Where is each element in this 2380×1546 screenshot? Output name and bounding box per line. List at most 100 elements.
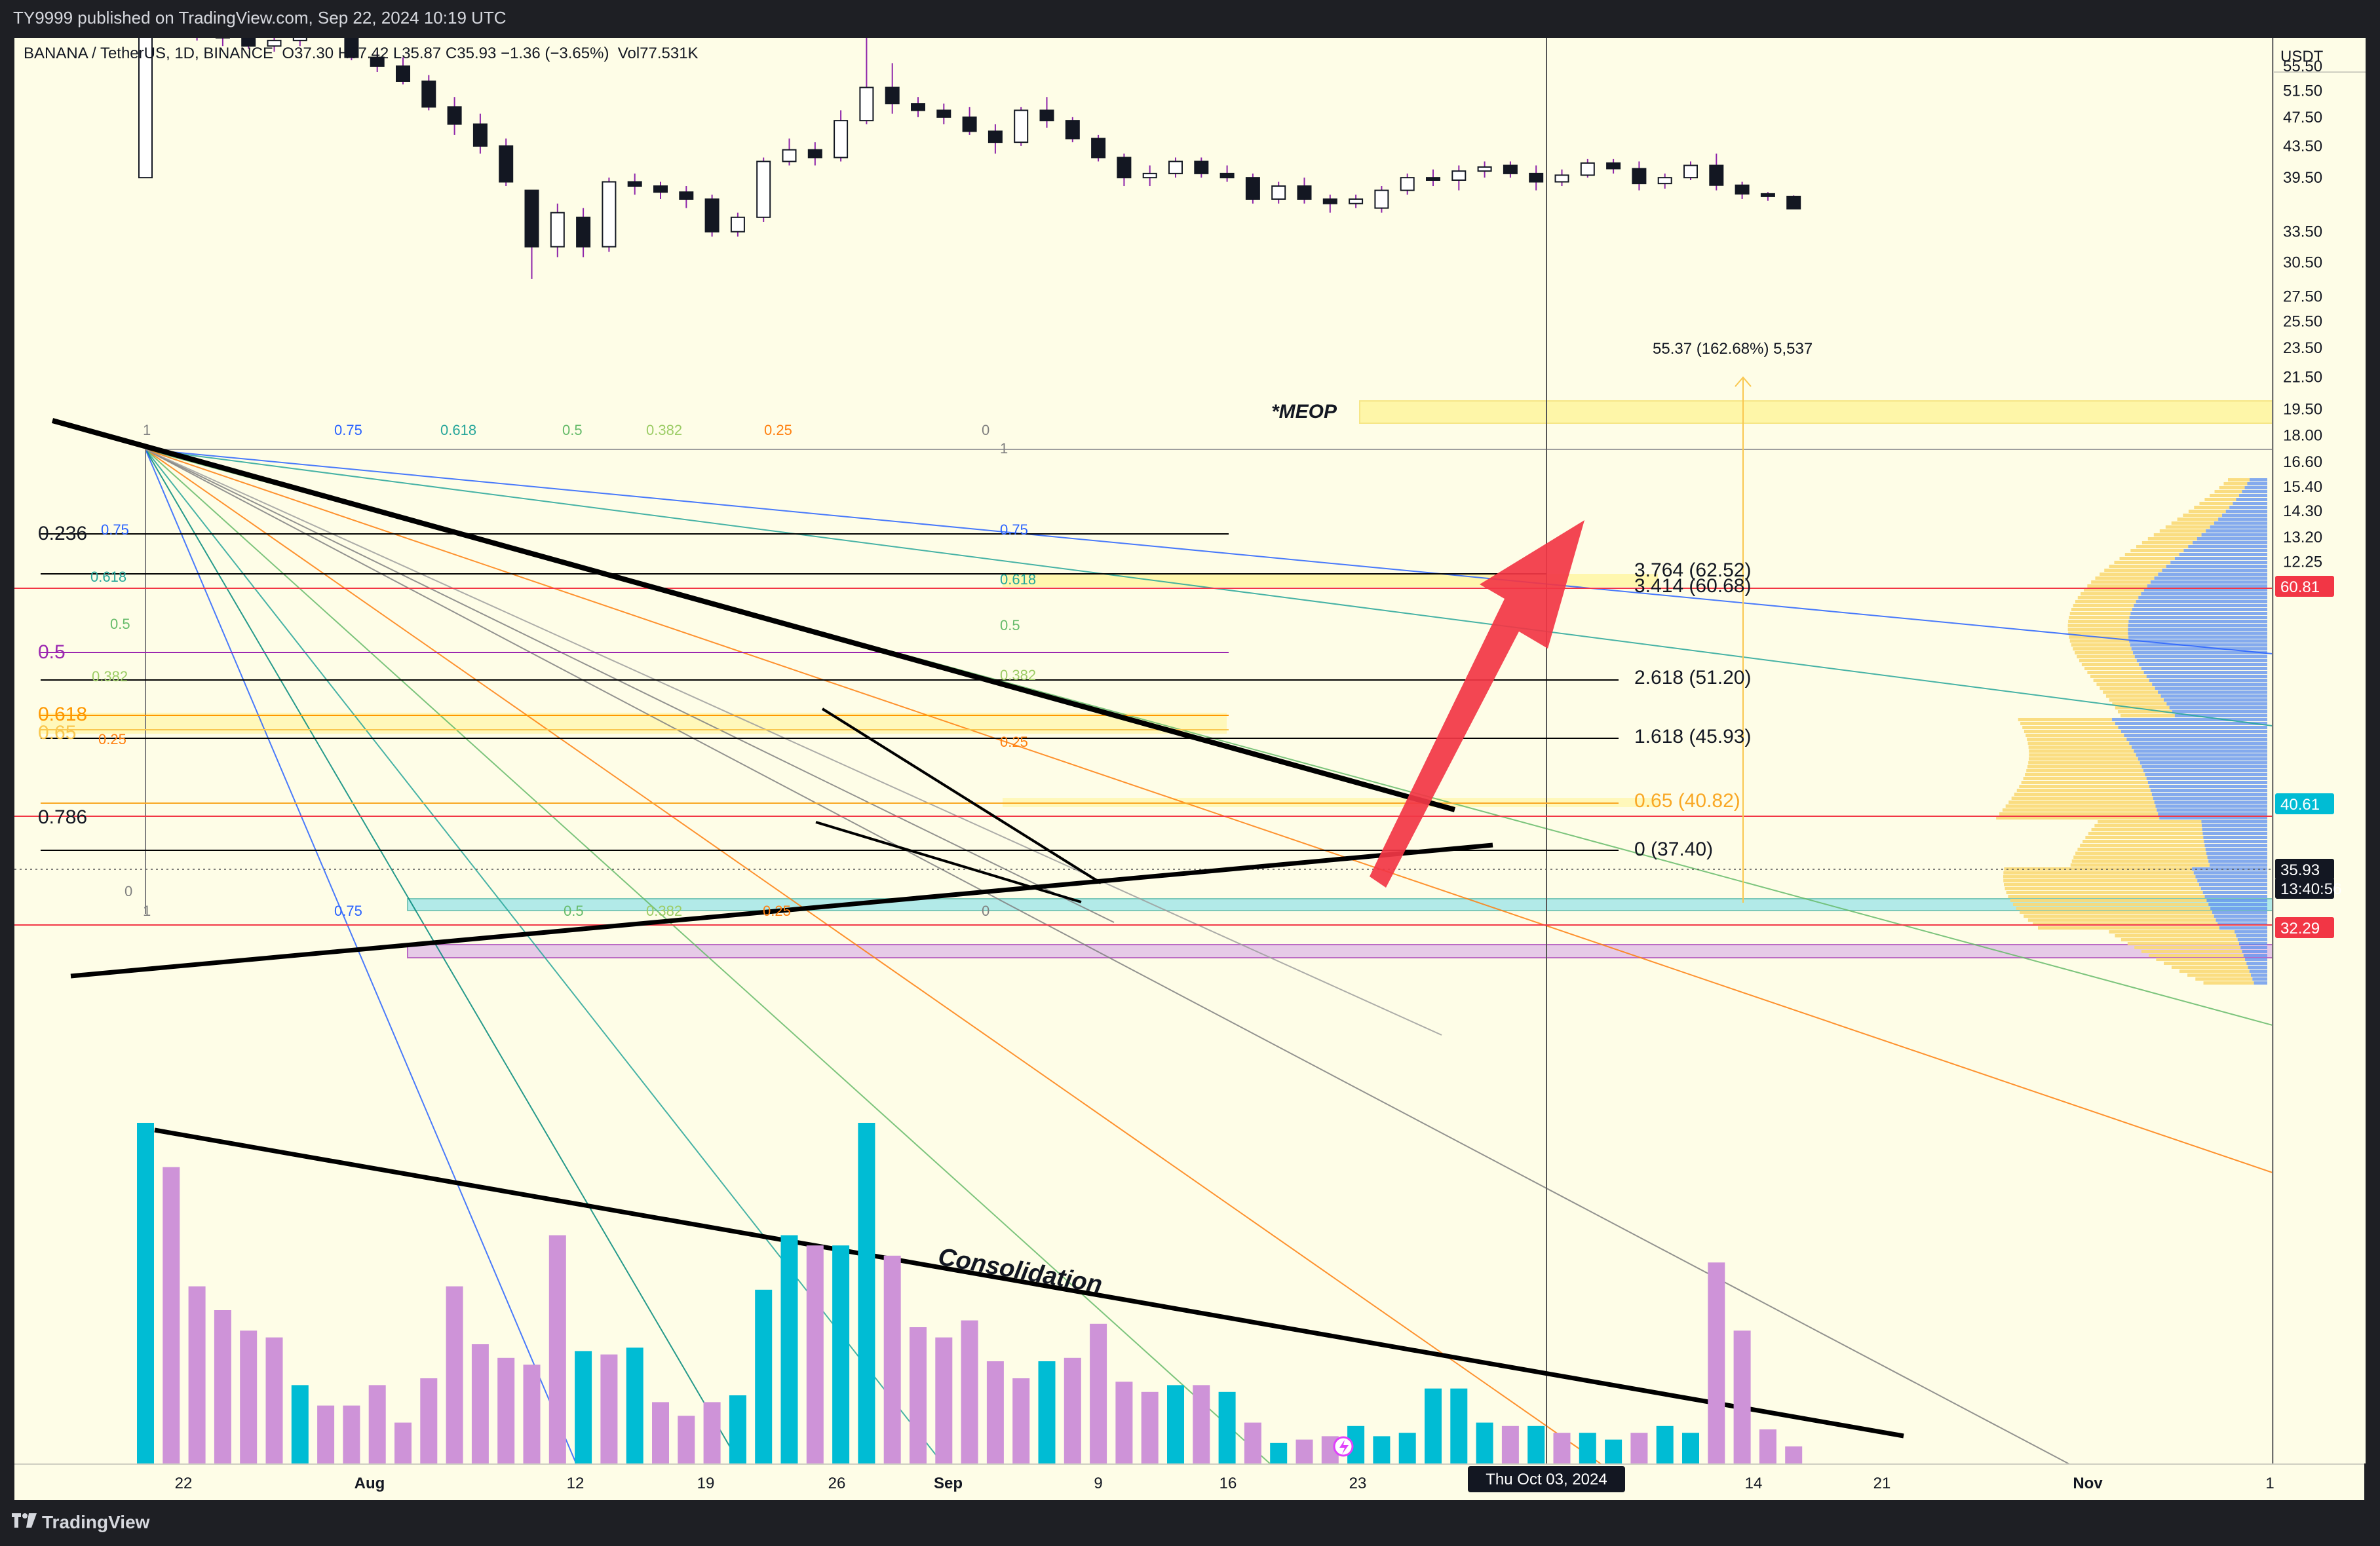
- fan-left-label: 0.25: [98, 731, 126, 747]
- profile-bar-sell: [2091, 580, 2151, 584]
- fan-bottom-label: 1: [143, 903, 151, 919]
- profile-bar-sell: [2003, 879, 2198, 882]
- fan-zero-label: 0: [125, 883, 132, 899]
- profile-bar-sell: [2120, 714, 2175, 717]
- profile-bar-sell: [2149, 954, 2244, 957]
- profile-bar-sell: [2199, 502, 2233, 505]
- time-axis[interactable]: 22 Aug 12 19 26 Sep 9 16 23 14 21 Nov 1 Thu Oct 03, 2…: [14, 1463, 2364, 1501]
- volume-bar: [626, 1348, 643, 1463]
- profile-bar-buy: [2249, 970, 2267, 973]
- fan-ray: [145, 449, 577, 1463]
- profile-bar-sell: [2016, 907, 2211, 910]
- candle-body: [447, 106, 462, 125]
- time-cursor-label: Thu Oct 03, 2024: [1486, 1471, 1607, 1488]
- profile-bar-sell: [2024, 730, 2122, 733]
- wedge-lower-line: [815, 821, 1082, 903]
- volume-bar: [1527, 1425, 1545, 1463]
- profile-bar-buy: [2166, 702, 2267, 706]
- volume-bar: [806, 1245, 824, 1463]
- price-axis[interactable]: USDT150.00138.00126.00114.00102.0094.508…: [2273, 38, 2366, 1463]
- candle-body: [1735, 184, 1750, 195]
- profile-bar-sell: [2028, 757, 2138, 761]
- profile-bar-buy: [2128, 624, 2267, 627]
- profile-bar-buy: [2128, 635, 2267, 639]
- fan-left-label: 0.382: [92, 668, 128, 685]
- profile-bar-buy: [2206, 529, 2267, 533]
- profile-bar-sell: [2105, 694, 2161, 698]
- price-tick: 23.50: [2283, 339, 2322, 357]
- profile-bar-sell: [2183, 514, 2223, 517]
- profile-bar-sell: [2027, 742, 2130, 745]
- fan-mid-label: 0.5: [1000, 617, 1020, 633]
- profile-bar-sell: [2153, 533, 2202, 537]
- profile-bar-sell: [2083, 588, 2144, 592]
- profile-bar-buy: [2214, 521, 2267, 525]
- fan-mid-label: 0.382: [1000, 667, 1036, 683]
- volume-bar: [703, 1402, 721, 1463]
- candle-body: [936, 109, 951, 118]
- profile-bar-sell: [2075, 852, 2207, 855]
- profile-bar-sell: [2114, 561, 2171, 564]
- profile-bar-sell: [2023, 777, 2147, 780]
- profile-bar-sell: [2124, 553, 2179, 556]
- profile-bar-sell: [2071, 643, 2130, 647]
- measure-label: 55.37 (162.68%) 5,537: [1653, 340, 1813, 358]
- candle-body: [1426, 177, 1440, 181]
- profile-bar-buy: [2126, 738, 2267, 741]
- profile-bar-buy: [2151, 580, 2267, 584]
- fan-bottom-label: 0.75: [334, 903, 362, 919]
- profile-bar-sell: [2228, 478, 2250, 481]
- high-value: H37.42: [337, 45, 389, 62]
- volume-bar: [1115, 1382, 1133, 1463]
- fan-ray: [145, 449, 1602, 1463]
- profile-bar-buy: [2169, 706, 2267, 709]
- price-tick: 21.50: [2283, 369, 2322, 387]
- profile-bar-buy: [2128, 632, 2267, 635]
- profile-bar-sell: [2112, 702, 2167, 706]
- price-tick: 16.60: [2283, 453, 2322, 471]
- profile-bar-buy: [2124, 734, 2267, 737]
- candle-body: [1014, 109, 1029, 143]
- profile-bar-buy: [2138, 757, 2267, 761]
- profile-bar-buy: [2143, 671, 2267, 674]
- candle-body: [499, 145, 514, 183]
- candles: [138, 38, 1801, 279]
- volume-bar: [1450, 1388, 1468, 1463]
- volume-bar: [1373, 1436, 1391, 1463]
- profile-bar-sell: [2004, 867, 2193, 871]
- fib-ext-label: 2.618 (51.20): [1634, 667, 1751, 688]
- profile-bar-buy: [2158, 690, 2267, 694]
- profile-bar-buy: [2192, 867, 2267, 871]
- profile-bar-sell: [2195, 977, 2253, 981]
- profile-bar-sell: [2073, 647, 2132, 650]
- candle-body: [807, 149, 822, 159]
- profile-bar-buy: [2206, 852, 2267, 855]
- volume-bar: [317, 1405, 335, 1463]
- fan-mid-label: 0.25: [1000, 734, 1028, 750]
- symbol-label[interactable]: BANANA / TetherUS, 1D, BINANCE: [24, 45, 274, 62]
- chart-pane[interactable]: *MEOP 55.37 (162.68%) 5,537 Consolidation 3…: [14, 38, 2272, 1463]
- price-badge-text: 60.81: [2280, 578, 2320, 596]
- profile-bar-sell: [2024, 914, 2214, 918]
- profile-bar-sell: [2008, 801, 2155, 804]
- profile-bar-buy: [2131, 745, 2267, 749]
- profile-bar-sell: [2177, 518, 2219, 521]
- volume-bar: [394, 1422, 412, 1463]
- candle-body: [1091, 138, 1106, 159]
- profile-bar-sell: [2087, 671, 2144, 674]
- time-cursor-badge: [1468, 1466, 1625, 1492]
- candle-body: [1683, 164, 1698, 179]
- profile-bar-sell: [2093, 679, 2149, 682]
- low-value: L35.87: [393, 45, 442, 62]
- profile-bar-buy: [2153, 797, 2267, 800]
- close-value: C35.93: [445, 45, 497, 62]
- profile-bar-sell: [2038, 926, 2219, 930]
- profile-bar-buy: [2151, 793, 2267, 796]
- profile-bar-buy: [2129, 616, 2267, 619]
- candle-body: [704, 198, 720, 233]
- fib-ext-label: 3.414 (60.68): [1634, 575, 1751, 597]
- profile-bar-sell: [2087, 584, 2147, 588]
- profile-bar-buy: [2136, 753, 2267, 757]
- candle-body: [344, 38, 359, 58]
